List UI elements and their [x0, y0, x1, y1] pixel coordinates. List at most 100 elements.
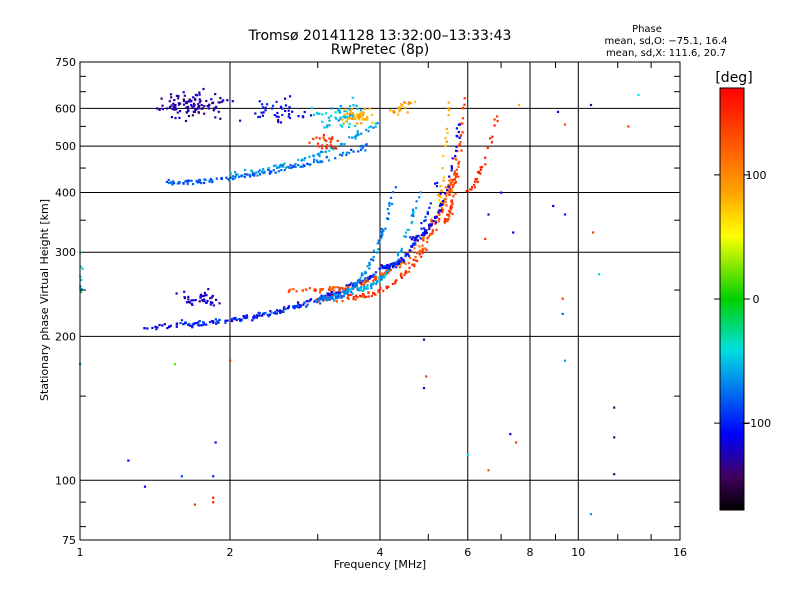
echo-point	[484, 237, 487, 240]
echo-point	[460, 149, 463, 152]
echo-point	[411, 263, 414, 266]
echo-point	[449, 206, 452, 209]
echo-point	[365, 143, 368, 146]
echo-point	[340, 125, 344, 128]
echo-point	[491, 135, 494, 138]
echo-point	[308, 155, 311, 158]
echo-point	[277, 170, 280, 173]
y-tick-label: 400	[55, 186, 76, 199]
echo-point	[344, 289, 347, 292]
echo-point	[447, 218, 450, 221]
echo-point	[304, 288, 307, 291]
echo-point	[373, 275, 376, 278]
echo-point	[328, 286, 331, 289]
stats-x-line: mean, sd,X: 111.6, 20.7	[606, 48, 726, 59]
echo-point	[253, 174, 256, 177]
echo-point	[474, 180, 477, 183]
echo-point	[270, 170, 273, 173]
echo-point	[174, 117, 177, 120]
echo-point	[294, 304, 297, 308]
echo-point	[448, 185, 451, 188]
echo-point	[380, 235, 383, 238]
echo-point	[198, 93, 201, 96]
echo-point	[463, 97, 466, 100]
echo-point	[197, 321, 200, 324]
echo-point	[318, 145, 321, 148]
echo-point	[445, 140, 448, 143]
echo-point	[512, 231, 515, 234]
echo-point	[258, 312, 261, 315]
echo-point	[380, 230, 383, 233]
echo-point	[303, 164, 306, 168]
echo-point	[340, 296, 343, 299]
echo-point	[457, 165, 460, 168]
echo-point	[423, 219, 426, 223]
echo-point	[428, 225, 431, 228]
echo-point	[185, 111, 188, 114]
echo-point	[182, 182, 185, 185]
echo-point	[312, 137, 315, 140]
echo-point	[444, 186, 447, 189]
echo-point	[218, 302, 221, 305]
echo-point	[391, 202, 394, 206]
echo-point	[426, 210, 429, 214]
echo-point	[183, 290, 186, 293]
echo-point	[447, 185, 450, 188]
echo-point	[454, 175, 457, 179]
echo-point	[613, 473, 616, 476]
echo-point	[316, 142, 320, 145]
echo-point	[218, 318, 221, 322]
echo-point	[427, 235, 430, 238]
echo-point	[450, 165, 453, 168]
echo-point	[401, 258, 404, 262]
echo-point	[355, 282, 358, 285]
echo-point	[302, 116, 305, 119]
echo-point	[394, 266, 397, 269]
echo-point	[366, 287, 369, 290]
echo-point	[365, 295, 368, 299]
echo-point	[203, 112, 206, 115]
echo-point	[589, 513, 593, 516]
echo-point	[330, 138, 333, 141]
echo-point	[360, 280, 363, 283]
echo-point	[404, 255, 407, 258]
echo-point	[412, 214, 415, 218]
echo-point	[389, 196, 393, 199]
echo-point	[400, 275, 403, 278]
echo-point	[466, 190, 470, 193]
echo-point	[350, 290, 353, 293]
echo-point	[342, 288, 345, 291]
echo-point	[261, 170, 264, 173]
echo-point	[479, 172, 482, 175]
echo-point	[334, 116, 337, 119]
echo-point	[276, 111, 279, 115]
echo-point	[302, 163, 305, 166]
echo-point	[154, 325, 157, 328]
echo-point	[383, 266, 386, 270]
echo-point	[382, 273, 385, 276]
echo-point	[289, 95, 292, 98]
echo-point	[409, 236, 412, 239]
echo-point	[268, 172, 271, 175]
echo-point	[253, 314, 256, 317]
echo-point	[169, 93, 173, 96]
echo-point	[279, 309, 282, 312]
echo-point	[192, 182, 195, 186]
echo-point	[444, 197, 447, 200]
echo-point	[177, 95, 180, 98]
echo-point	[305, 305, 308, 308]
echo-point	[348, 288, 351, 291]
echo-point	[447, 114, 450, 117]
echo-point	[388, 204, 391, 207]
echo-point	[325, 140, 328, 143]
echo-point	[415, 207, 418, 210]
echo-point	[591, 231, 595, 234]
echo-point	[326, 124, 329, 127]
echo-point	[437, 211, 440, 214]
echo-point	[168, 325, 171, 328]
echo-point	[363, 280, 366, 283]
echo-point	[450, 204, 453, 207]
echo-point	[422, 239, 425, 242]
echo-point	[403, 273, 406, 276]
echo-point	[404, 106, 407, 109]
